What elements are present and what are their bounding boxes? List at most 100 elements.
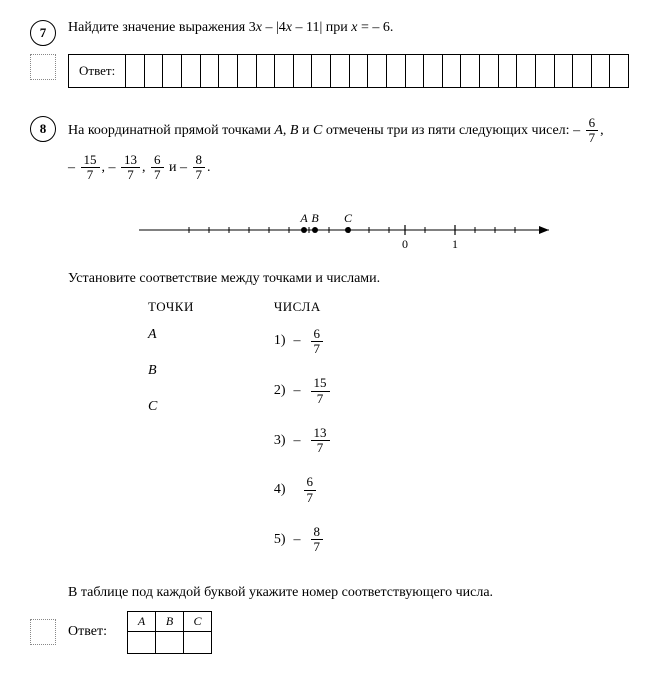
answer-cell[interactable] xyxy=(536,55,555,87)
fraction: 157 xyxy=(311,376,330,406)
numerator: 6 xyxy=(304,475,317,490)
table-header: A xyxy=(127,611,155,631)
option-index: 1) xyxy=(274,333,286,349)
answer-cell[interactable] xyxy=(443,55,462,87)
answer-label: Ответ: xyxy=(69,55,126,87)
table-cell[interactable] xyxy=(127,631,155,653)
fraction: 67 xyxy=(586,116,599,146)
answer-cell[interactable] xyxy=(368,55,387,87)
denominator: 7 xyxy=(586,131,599,145)
text: , xyxy=(600,123,604,138)
points-title: ТОЧКИ xyxy=(148,299,194,315)
fraction: 137 xyxy=(311,426,330,456)
instruction-text: В таблице под каждой буквой укажите номе… xyxy=(68,585,629,601)
numerator: 6 xyxy=(151,153,164,168)
task-text: Установите соответствие между точками и … xyxy=(68,271,629,287)
answer-cell[interactable] xyxy=(387,55,406,87)
answer-cell[interactable] xyxy=(461,55,480,87)
numerator: 8 xyxy=(193,153,206,168)
point-C: C xyxy=(313,123,322,138)
denominator: 7 xyxy=(314,441,327,455)
problem-8-answer-row: Ответ: A B C xyxy=(30,611,629,654)
option-index: 2) xyxy=(274,383,286,399)
answer-cell[interactable] xyxy=(573,55,592,87)
number-option: 1) – 67 xyxy=(274,327,332,357)
answer-cell[interactable] xyxy=(480,55,499,87)
answer-cell[interactable] xyxy=(610,55,628,87)
text: , xyxy=(142,160,146,175)
answer-cell[interactable] xyxy=(555,55,574,87)
text: отмечены три из пяти следующих чисел: xyxy=(322,123,573,138)
checkbox-placeholder xyxy=(30,54,56,80)
answer-cells[interactable] xyxy=(126,55,628,87)
frac-sign: – xyxy=(294,333,301,349)
point-label: B xyxy=(148,363,157,379)
answer-cell[interactable] xyxy=(312,55,331,87)
answer-cell[interactable] xyxy=(517,55,536,87)
answer-label: Ответ: xyxy=(68,624,107,640)
point-A: A xyxy=(274,123,283,138)
answer-cell[interactable] xyxy=(424,55,443,87)
answer-cell[interactable] xyxy=(182,55,201,87)
numerator: 13 xyxy=(121,153,140,168)
table-cell[interactable] xyxy=(155,631,183,653)
numerator: 13 xyxy=(311,426,330,441)
answer-cell[interactable] xyxy=(126,55,145,87)
table-header: B xyxy=(155,611,183,631)
point-label: A xyxy=(148,327,157,343)
number-line: 01ABC xyxy=(139,202,559,253)
numerator: 8 xyxy=(311,525,324,540)
problem-7-answer-row: Ответ: xyxy=(30,54,629,88)
numbers-column: ЧИСЛА 1) – 672) – 1573) – 1374) 675) – 8… xyxy=(274,299,332,575)
answer-cell[interactable] xyxy=(238,55,257,87)
answer-cell[interactable] xyxy=(257,55,276,87)
table-input-row xyxy=(127,631,211,653)
text: , xyxy=(102,160,106,175)
answer-cell[interactable] xyxy=(499,55,518,87)
numerator: 15 xyxy=(81,153,100,168)
text: . xyxy=(207,160,211,175)
answer-cell[interactable] xyxy=(350,55,369,87)
problem-8-intro: На координатной прямой точками A, B и C … xyxy=(68,116,629,147)
frac-sign: – xyxy=(294,383,301,399)
answer-cell[interactable] xyxy=(331,55,350,87)
text: и xyxy=(169,160,180,175)
answer-cell[interactable] xyxy=(219,55,238,87)
frac-sign: – xyxy=(109,160,120,175)
answer-cell[interactable] xyxy=(145,55,164,87)
text: и xyxy=(298,123,313,138)
frac-sign: – xyxy=(294,532,301,548)
number-option: 4) 67 xyxy=(274,475,332,505)
fraction: 87 xyxy=(193,153,206,183)
answer-grid: Ответ: xyxy=(68,54,629,88)
denominator: 7 xyxy=(84,168,97,182)
svg-text:B: B xyxy=(311,211,319,225)
answer-cell[interactable] xyxy=(275,55,294,87)
denominator: 7 xyxy=(311,540,324,554)
numbers-title: ЧИСЛА xyxy=(274,299,332,315)
table-cell[interactable] xyxy=(183,631,211,653)
fraction: 157 xyxy=(81,153,100,183)
svg-text:A: A xyxy=(299,211,308,225)
table-header: C xyxy=(183,611,211,631)
answer-cell[interactable] xyxy=(592,55,611,87)
numerator: 6 xyxy=(586,116,599,131)
point-label: C xyxy=(148,399,157,415)
answer-cell[interactable] xyxy=(163,55,182,87)
text: – 11| при xyxy=(292,20,351,35)
denominator: 7 xyxy=(311,342,324,356)
problem-8-body: На координатной прямой точками A, B и C … xyxy=(68,116,629,601)
problem-7-text: Найдите значение выражения 3x – |4x – 11… xyxy=(68,20,629,46)
denominator: 7 xyxy=(124,168,137,182)
answer-cell[interactable] xyxy=(406,55,425,87)
frac-sign: – xyxy=(294,433,301,449)
answer-cell[interactable] xyxy=(294,55,313,87)
problem-8: 8 На координатной прямой точками A, B и … xyxy=(30,116,629,601)
table-header-row: A B C xyxy=(127,611,211,631)
text: , xyxy=(283,123,290,138)
option-index: 5) xyxy=(274,532,286,548)
option-index: 3) xyxy=(274,433,286,449)
abc-answer-table: A B C xyxy=(127,611,212,654)
svg-text:1: 1 xyxy=(452,237,458,248)
answer-cell[interactable] xyxy=(201,55,220,87)
